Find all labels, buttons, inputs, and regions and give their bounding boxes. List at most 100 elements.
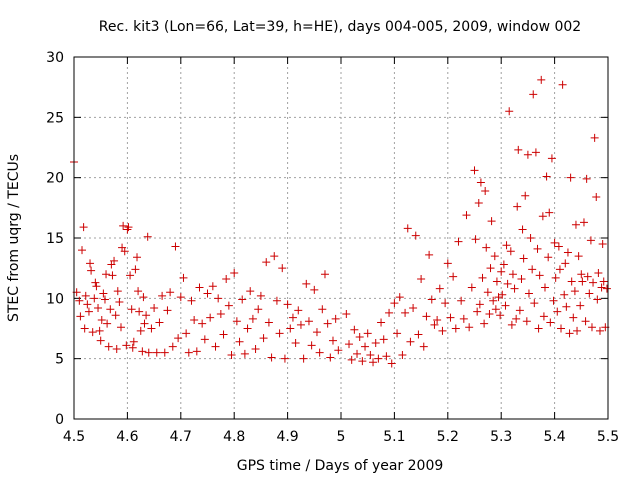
data-point (129, 337, 138, 346)
data-point (168, 342, 177, 351)
data-point (238, 295, 247, 304)
data-point (208, 282, 217, 291)
data-point (539, 312, 548, 321)
data-point (560, 290, 569, 299)
data-point (602, 284, 611, 293)
data-point (417, 275, 426, 284)
data-point (119, 221, 128, 230)
data-point (179, 273, 188, 282)
data-point (110, 256, 119, 265)
data-point (515, 306, 524, 315)
data-point (251, 345, 260, 354)
data-point (475, 300, 484, 309)
data-point (246, 287, 255, 296)
data-point (544, 253, 553, 262)
data-point (401, 308, 410, 317)
data-point (345, 340, 354, 349)
data-point (506, 247, 515, 256)
data-point (547, 154, 556, 163)
data-point (187, 296, 196, 305)
y-tick-label: 30 (46, 50, 64, 66)
data-point (510, 284, 519, 293)
data-point (503, 279, 512, 288)
data-point (476, 178, 485, 187)
data-point (75, 296, 84, 305)
data-point (80, 324, 89, 333)
y-tick-label: 0 (55, 412, 64, 428)
data-point (312, 328, 321, 337)
data-point (521, 191, 530, 200)
data-point (214, 294, 223, 303)
data-point (112, 345, 121, 354)
data-point (363, 329, 372, 338)
data-point (100, 295, 109, 304)
data-point (592, 192, 601, 201)
data-point (140, 319, 149, 328)
data-point (222, 275, 231, 284)
data-point (422, 312, 431, 321)
data-point (554, 242, 563, 251)
data-point (334, 346, 343, 355)
chart-title: Rec. kit3 (Lon=66, Lat=39, h=HE), days 0… (99, 19, 581, 35)
data-point (530, 299, 539, 308)
data-point (133, 253, 142, 262)
data-point (369, 358, 378, 367)
data-point (459, 314, 468, 323)
data-point (310, 285, 319, 294)
data-point (480, 319, 489, 328)
data-point (318, 305, 327, 314)
data-point (526, 234, 535, 242)
data-point (473, 307, 482, 316)
data-point (84, 307, 93, 316)
x-tick-labels: 4.5 4.6 4.7 4.8 4.9 5 5.1 5.2 5.3 5.4 5.5 (63, 429, 619, 445)
data-point (158, 291, 167, 300)
data-point (113, 287, 122, 296)
data-point (134, 287, 143, 296)
data-point (546, 318, 555, 327)
data-point (582, 174, 591, 183)
data-point (97, 316, 106, 325)
data-point (232, 317, 241, 326)
data-point (446, 313, 455, 322)
data-point (508, 270, 517, 279)
data-point (599, 277, 608, 286)
data-point (296, 320, 305, 329)
data-point (361, 342, 370, 351)
data-point (430, 320, 439, 329)
data-point (524, 289, 533, 298)
data-point (203, 289, 212, 298)
data-point (550, 238, 559, 247)
data-point (406, 337, 415, 346)
data-point (562, 302, 571, 311)
data-point (182, 329, 191, 338)
data-point (578, 277, 587, 286)
data-point (144, 348, 153, 357)
data-point (328, 336, 337, 345)
data-point (595, 326, 604, 335)
data-point (230, 268, 239, 277)
data-point (499, 260, 508, 269)
data-point (549, 296, 558, 305)
data-point (537, 75, 546, 84)
data-point (171, 242, 180, 251)
data-point (374, 354, 383, 363)
y-tick-labels: 0 5 10 15 20 25 30 (46, 50, 64, 428)
data-point (103, 319, 112, 328)
y-tick-label: 5 (55, 352, 64, 368)
data-point (403, 224, 412, 233)
data-point (438, 326, 447, 335)
data-point (497, 267, 506, 276)
data-point (163, 306, 172, 315)
data-point (83, 300, 92, 309)
data-point (358, 357, 367, 366)
data-point (294, 306, 303, 315)
data-point (115, 297, 124, 306)
data-point (104, 342, 113, 351)
data-point (522, 317, 531, 326)
data-point (235, 337, 244, 346)
data-point (542, 172, 551, 181)
data-point (514, 145, 523, 154)
data-point (425, 250, 434, 259)
data-point (326, 353, 335, 362)
data-point (563, 248, 572, 257)
